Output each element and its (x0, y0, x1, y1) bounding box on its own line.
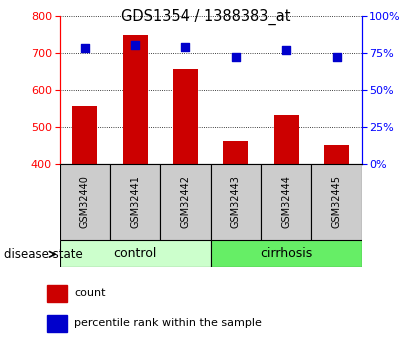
Text: GSM32440: GSM32440 (80, 175, 90, 228)
Point (233, 54, 239, 60)
Bar (160, 164, 210, 240)
Text: GSM32443: GSM32443 (231, 175, 241, 228)
Bar (110, 164, 160, 240)
Point (81, 46, 88, 51)
Bar (47, 315, 67, 332)
Bar (312, 164, 362, 240)
Bar (261, 164, 312, 240)
Text: control: control (113, 247, 157, 260)
Point (283, 47, 289, 52)
Text: GSM32444: GSM32444 (281, 175, 291, 228)
Bar (173, 69, 198, 164)
Text: disease state: disease state (4, 248, 83, 261)
Bar (122, 35, 148, 164)
Text: cirrhosis: cirrhosis (260, 247, 312, 260)
Bar (324, 145, 349, 164)
Bar (72, 106, 97, 164)
Bar (210, 164, 261, 240)
Text: GSM32442: GSM32442 (180, 175, 190, 228)
Text: percentile rank within the sample: percentile rank within the sample (74, 318, 262, 328)
Point (132, 42, 139, 48)
Point (182, 44, 189, 49)
Bar (274, 115, 299, 164)
Bar (60, 164, 110, 240)
Bar (60, 240, 211, 267)
Bar (223, 140, 248, 164)
Text: count: count (74, 288, 106, 298)
Bar (210, 240, 362, 267)
Text: GSM32445: GSM32445 (332, 175, 342, 228)
Point (333, 54, 340, 60)
Bar (47, 285, 67, 302)
Text: GSM32441: GSM32441 (130, 175, 140, 228)
Text: GDS1354 / 1388383_at: GDS1354 / 1388383_at (121, 9, 290, 25)
